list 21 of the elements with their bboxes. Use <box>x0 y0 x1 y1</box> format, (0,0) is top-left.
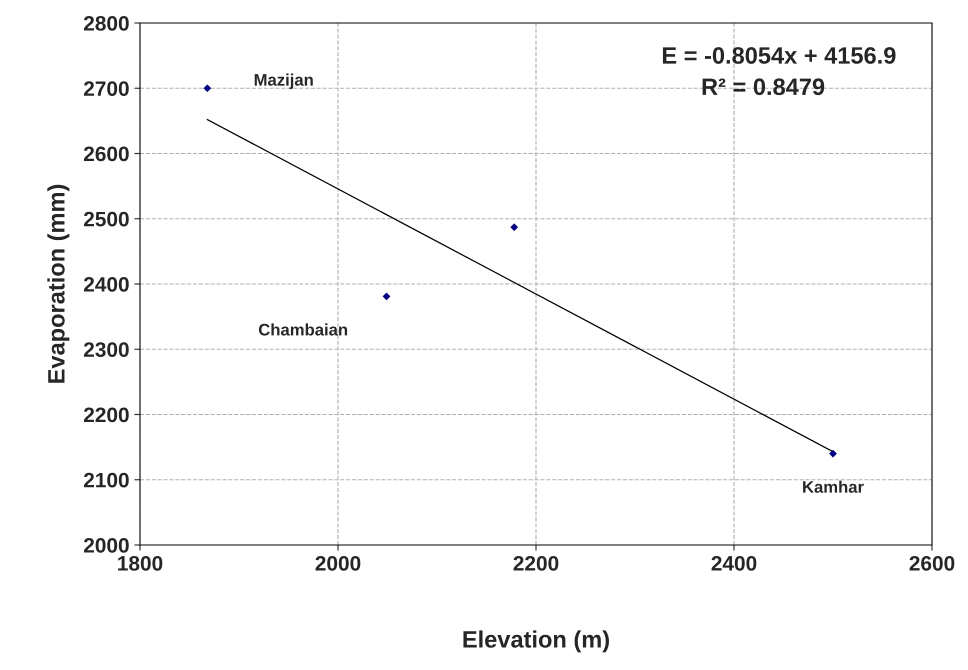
x-tick-label: 2200 <box>514 556 558 571</box>
x-tick-label: 1800 <box>118 556 162 571</box>
x-tick-label: 2400 <box>712 556 756 571</box>
annotation: Mazijan <box>254 74 313 90</box>
y-tick-label: 2100 <box>84 472 129 488</box>
annotation: Kamhar <box>803 480 864 493</box>
annotation: E = -0.8054x + 4156.9 <box>662 47 896 64</box>
y-tick-label: 2700 <box>84 81 129 96</box>
y-axis-title: Evaporation (mm) <box>47 184 70 383</box>
y-tick-label: 2600 <box>84 146 129 162</box>
y-tick-label: 2300 <box>84 342 129 358</box>
y-tick-label: 2200 <box>84 408 129 422</box>
x-axis-title: Elevation (m) <box>463 630 609 652</box>
x-tick-label: 2600 <box>910 556 954 571</box>
y-tick-label: 2400 <box>84 277 129 292</box>
x-tick-label: 2000 <box>316 556 360 571</box>
annotation: Chambaian <box>258 323 348 336</box>
y-tick-label: 2500 <box>84 212 129 227</box>
y-tick-label: 2000 <box>84 538 129 553</box>
annotation: R² = 0.8479 <box>702 78 824 96</box>
y-tick-label: 2800 <box>84 16 129 31</box>
